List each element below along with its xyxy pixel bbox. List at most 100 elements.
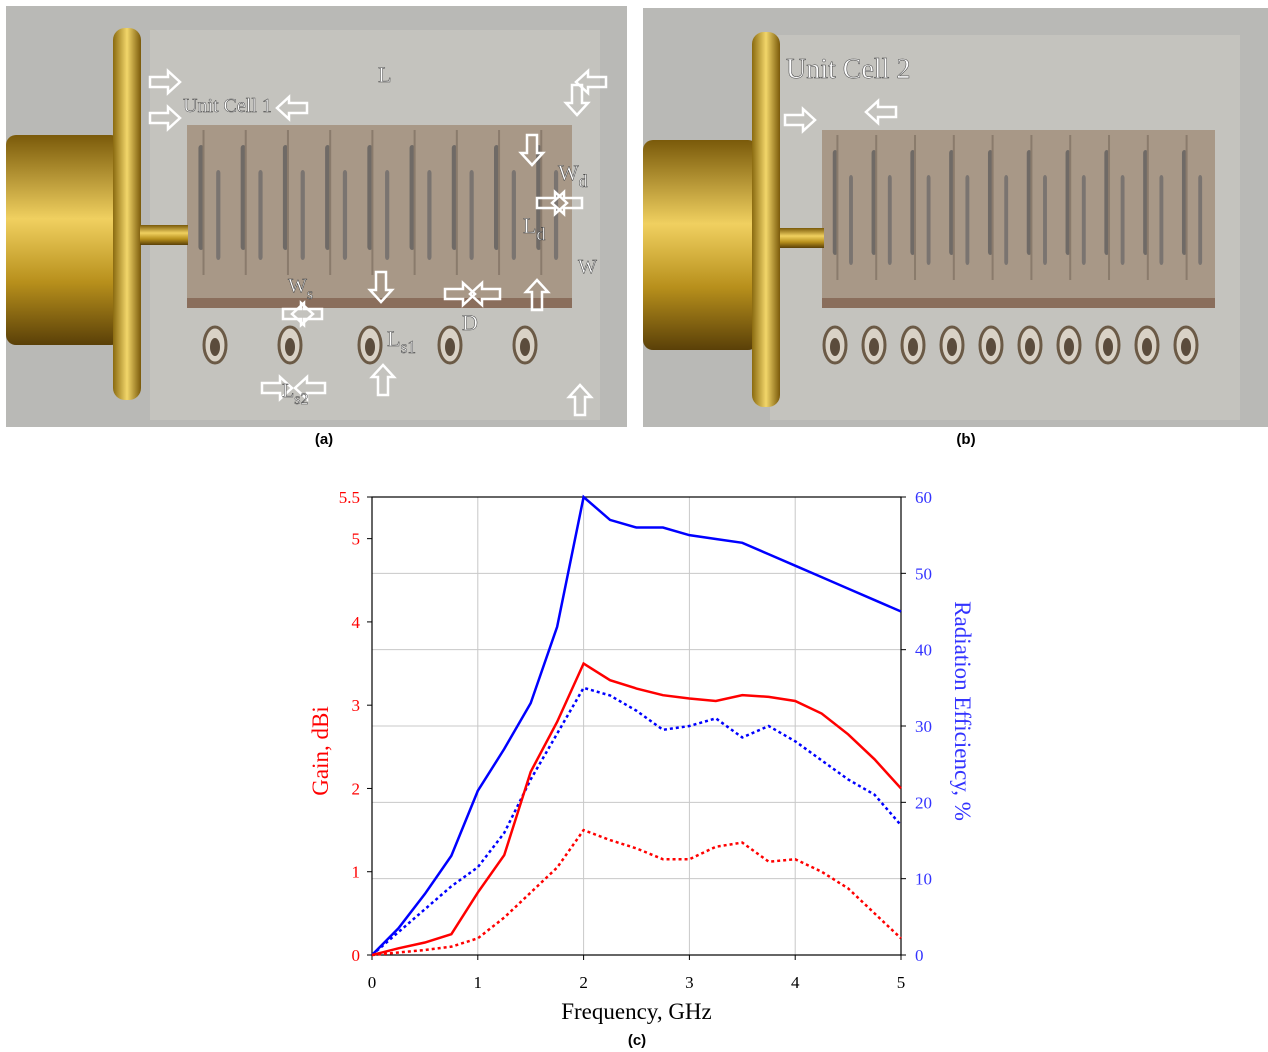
patch-edge	[822, 298, 1215, 308]
via-hole	[285, 338, 295, 356]
slot	[1004, 175, 1009, 265]
slot	[1198, 175, 1203, 265]
arrow	[148, 104, 182, 132]
y2-tick-label: 60	[915, 488, 932, 507]
y2-tick-label: 40	[915, 641, 932, 660]
slot	[409, 145, 415, 250]
slot	[258, 170, 263, 260]
slot	[887, 175, 892, 265]
arrow	[443, 280, 477, 308]
y2-tick-label: 10	[915, 870, 932, 889]
data-line	[371, 661, 902, 957]
data-line	[371, 828, 902, 957]
label-text: W	[578, 256, 597, 278]
label-text: Unit Cell 1	[183, 95, 272, 117]
slot	[300, 170, 305, 260]
dimension-label: Ls2	[282, 380, 308, 408]
plot-frame	[371, 496, 902, 956]
dimension-label: Ls1	[387, 326, 416, 357]
x-tick-label: 4	[791, 973, 800, 992]
dimension-label: Ld	[523, 213, 545, 244]
arrow	[566, 383, 594, 417]
via-hole	[1142, 338, 1152, 356]
label-text: L	[523, 213, 536, 238]
pin	[140, 225, 188, 245]
y2-tick-label: 50	[915, 564, 932, 583]
slot	[198, 145, 204, 250]
arrow	[550, 189, 584, 217]
slot	[1159, 175, 1164, 265]
arrow	[275, 94, 309, 122]
slot	[910, 150, 916, 255]
slot	[871, 150, 877, 255]
via-hole	[210, 338, 220, 356]
slot	[1065, 150, 1071, 255]
via-hole	[1064, 338, 1074, 356]
slot	[1143, 150, 1148, 255]
unit-cell-label: Unit Cell 2	[786, 54, 910, 85]
dimension-label: L	[378, 62, 391, 87]
slot	[949, 150, 954, 255]
slot	[1181, 150, 1187, 255]
dimension-label: D	[462, 310, 478, 335]
arrow	[518, 133, 546, 167]
arrow	[260, 374, 294, 402]
x-tick-label: 3	[685, 973, 694, 992]
arrow	[864, 98, 898, 126]
slot	[1043, 175, 1047, 265]
x-tick-label: 5	[897, 973, 906, 992]
arrow	[293, 374, 327, 402]
via-hole	[830, 338, 840, 356]
connector	[6, 135, 121, 345]
flange	[113, 28, 141, 400]
y-tick-label: 2	[352, 779, 361, 798]
label-text: W	[558, 160, 579, 185]
data-line	[371, 686, 902, 956]
via-hole	[520, 338, 530, 356]
y2-axis-label: Radiation Efficiency, %	[950, 601, 975, 821]
connector	[643, 140, 758, 350]
patch	[822, 130, 1215, 305]
slot	[367, 145, 373, 250]
slot	[926, 175, 931, 265]
y-tick-label: 3	[352, 696, 361, 715]
slot	[427, 170, 432, 260]
arrow	[523, 278, 551, 312]
slot	[1081, 175, 1086, 265]
label-text: L	[387, 326, 400, 351]
via-hole	[986, 338, 996, 356]
y2-tick-label: 0	[915, 946, 924, 965]
dimension-label: Unit Cell 1	[183, 95, 272, 117]
y-axis-label: Gain, dBi	[308, 706, 333, 795]
slot	[342, 170, 348, 260]
x-tick-label: 0	[368, 973, 377, 992]
arrow	[468, 280, 502, 308]
slot	[1026, 150, 1032, 255]
caption: (b)	[956, 431, 975, 448]
label-text: L	[378, 62, 391, 87]
label-subscript: s2	[294, 391, 308, 408]
x-tick-label: 2	[579, 973, 588, 992]
x-tick-label: 1	[474, 973, 483, 992]
y-tick-label: 4	[352, 613, 361, 632]
slot	[469, 170, 474, 260]
y-tick-label: 5	[352, 530, 361, 549]
via-hole	[445, 338, 455, 356]
slot	[511, 170, 516, 260]
via-hole	[1025, 338, 1035, 356]
pin	[780, 228, 824, 248]
slot	[216, 170, 221, 260]
arrow	[369, 363, 397, 397]
slot	[1120, 175, 1125, 265]
arrow	[290, 300, 324, 328]
label-text: L	[282, 380, 294, 402]
arrow	[367, 270, 395, 304]
arrow	[535, 189, 569, 217]
arrow	[783, 106, 817, 134]
patch	[187, 125, 572, 305]
flange	[752, 32, 780, 407]
via-hole	[1181, 338, 1191, 356]
via-hole	[365, 338, 375, 356]
via-hole	[1103, 338, 1113, 356]
